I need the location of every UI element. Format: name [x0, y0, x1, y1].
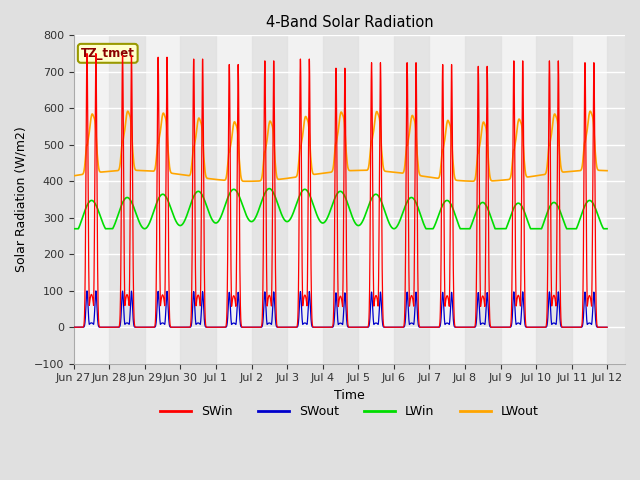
Bar	[465, 36, 500, 364]
Bar	[394, 36, 429, 364]
Bar	[323, 36, 358, 364]
Bar	[252, 36, 287, 364]
Text: TZ_tmet: TZ_tmet	[81, 47, 134, 60]
Legend: SWin, SWout, LWin, LWout: SWin, SWout, LWin, LWout	[155, 400, 544, 423]
Title: 4-Band Solar Radiation: 4-Band Solar Radiation	[266, 15, 433, 30]
Bar	[607, 36, 625, 364]
Bar	[536, 36, 572, 364]
Y-axis label: Solar Radiation (W/m2): Solar Radiation (W/m2)	[15, 127, 28, 273]
Bar	[109, 36, 145, 364]
X-axis label: Time: Time	[334, 389, 365, 402]
Bar	[180, 36, 216, 364]
